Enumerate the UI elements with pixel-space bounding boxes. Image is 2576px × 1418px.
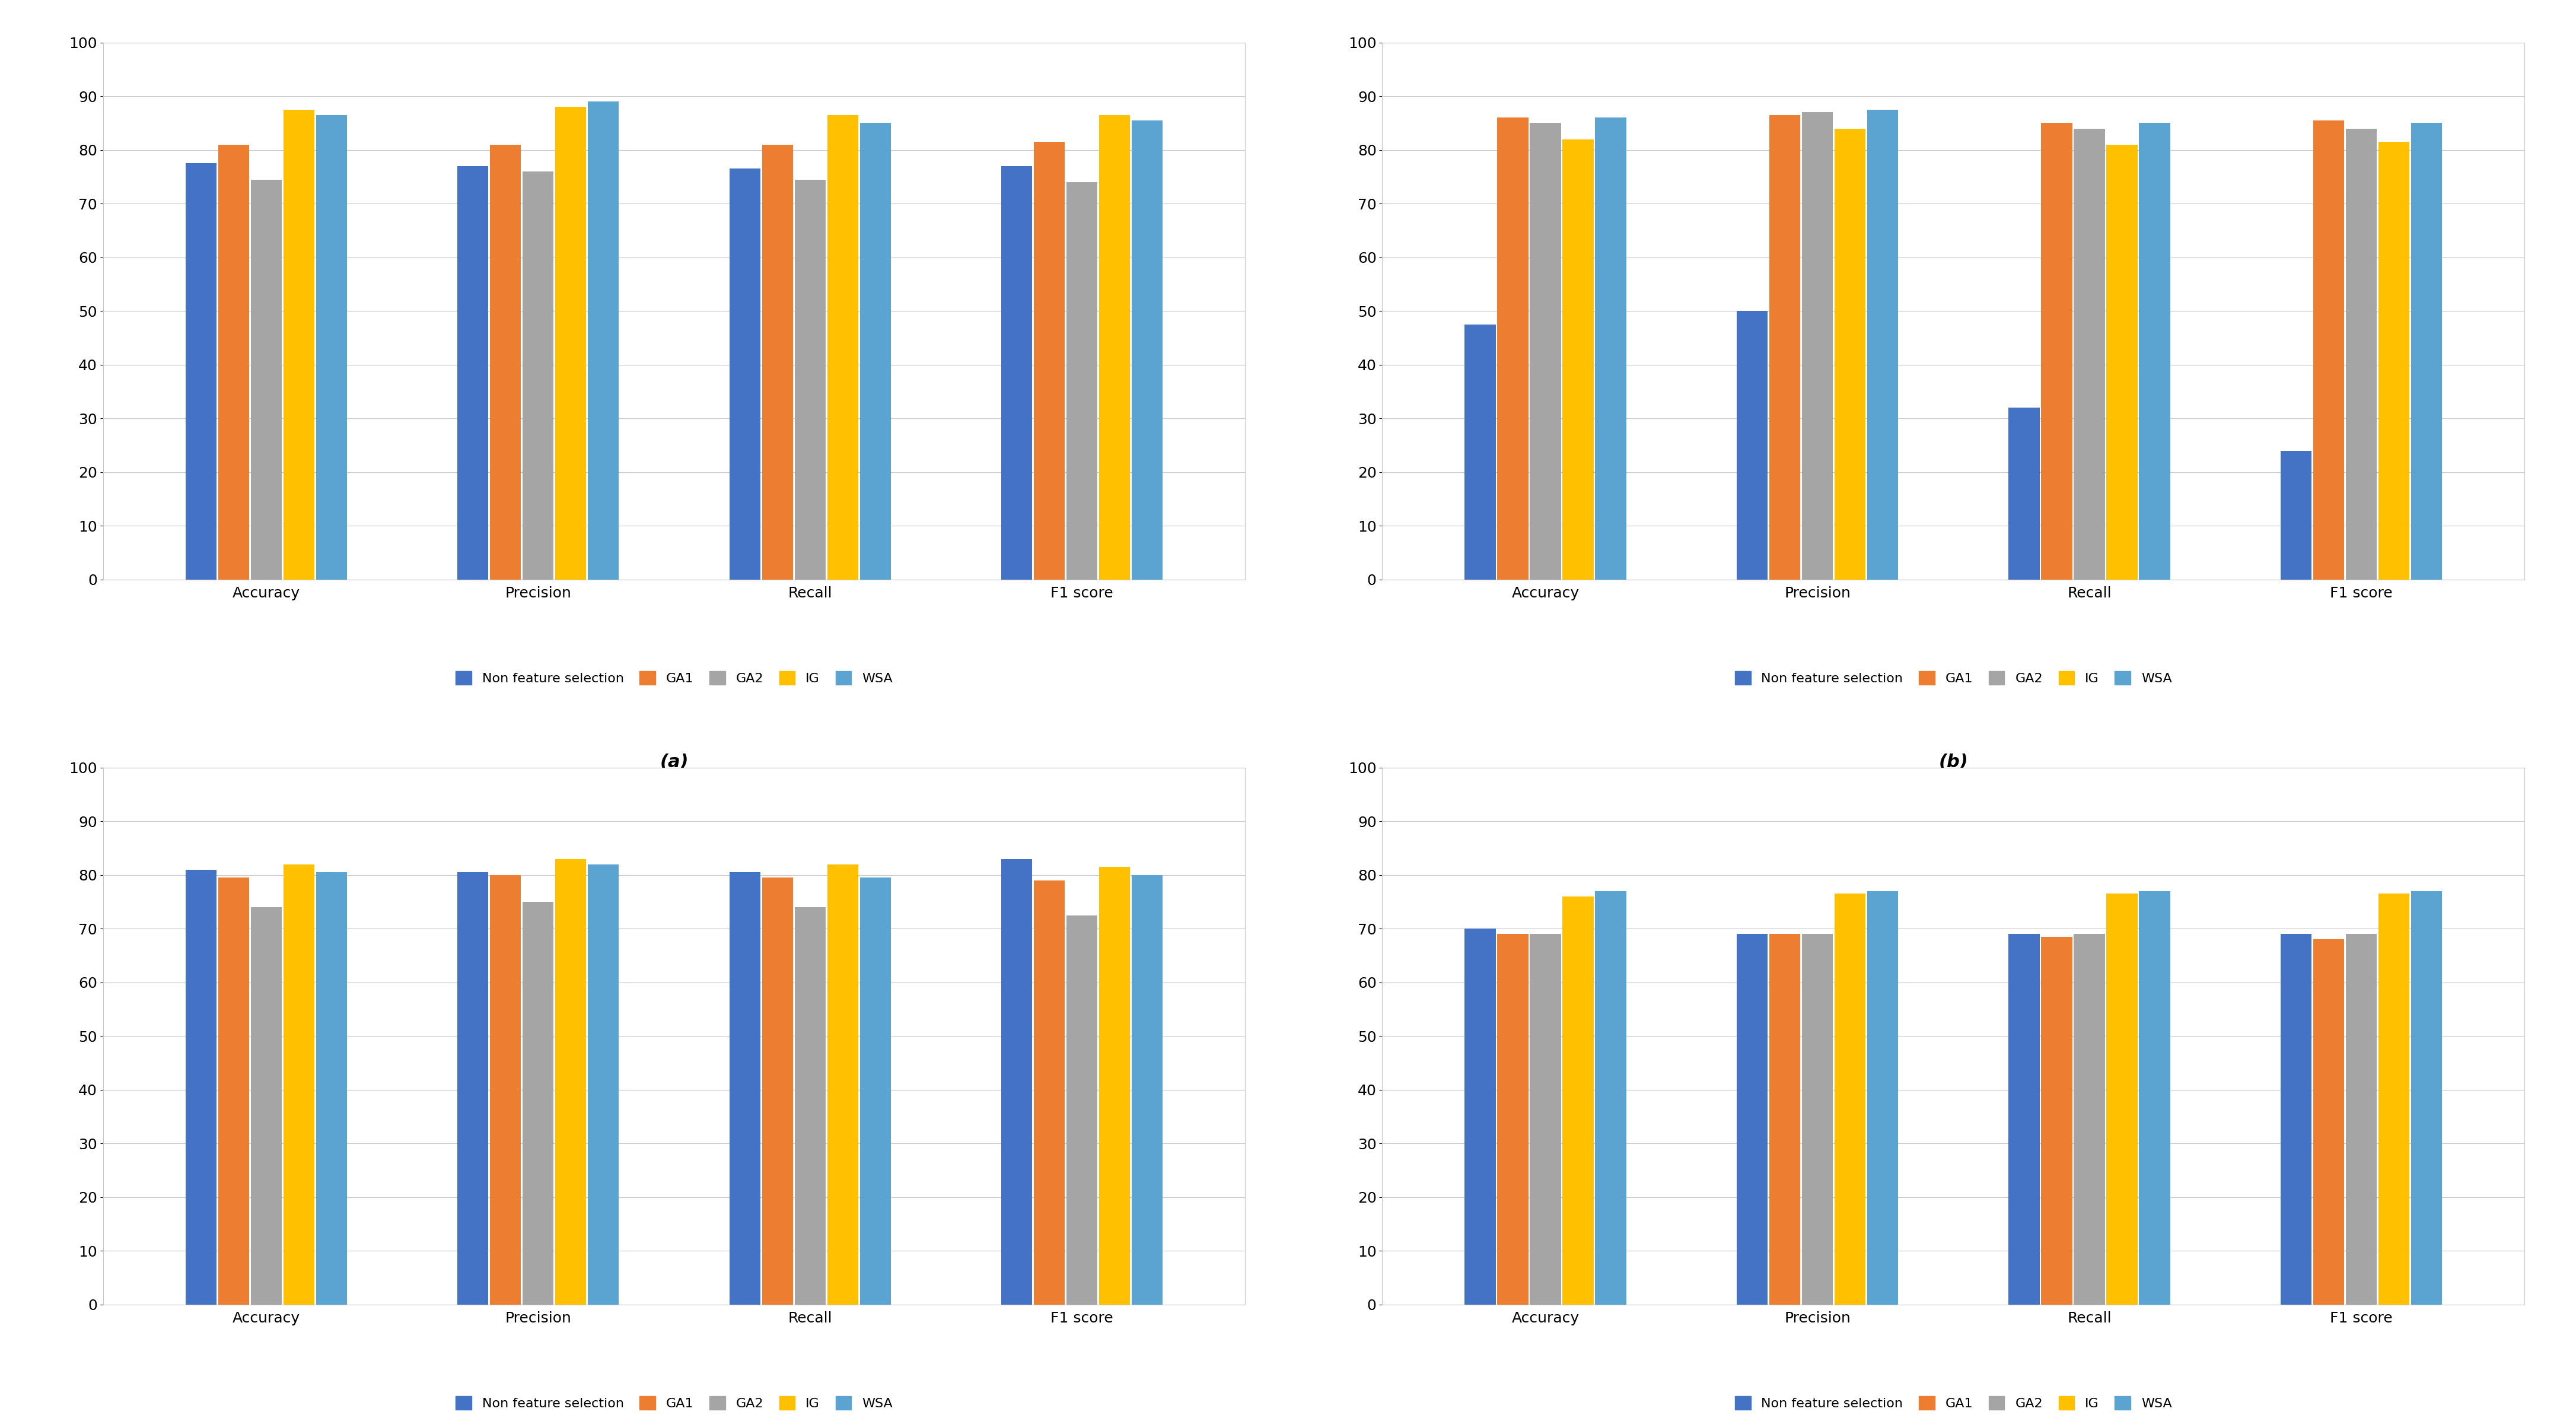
Legend: Non feature selection, GA1, GA2, IG, WSA: Non feature selection, GA1, GA2, IG, WSA: [1728, 665, 2179, 691]
Bar: [2378, 142, 2409, 580]
Bar: [2040, 937, 2071, 1305]
Bar: [185, 869, 216, 1305]
Bar: [219, 878, 250, 1305]
Bar: [2107, 893, 2138, 1305]
Bar: [1834, 893, 1865, 1305]
Bar: [2107, 145, 2138, 580]
Bar: [250, 908, 281, 1305]
Bar: [1033, 142, 1064, 580]
Bar: [1497, 934, 1528, 1305]
Text: (a): (a): [659, 753, 688, 771]
Bar: [2280, 451, 2311, 580]
Bar: [860, 878, 891, 1305]
Bar: [729, 872, 760, 1305]
Bar: [827, 115, 858, 580]
Bar: [1736, 311, 1767, 580]
Bar: [1466, 325, 1497, 580]
Bar: [459, 872, 489, 1305]
Bar: [523, 172, 554, 580]
Bar: [1770, 934, 1801, 1305]
Bar: [2411, 891, 2442, 1305]
Bar: [1497, 118, 1528, 580]
Legend: Non feature selection, GA1, GA2, IG, WSA: Non feature selection, GA1, GA2, IG, WSA: [1728, 1390, 2179, 1417]
Bar: [317, 115, 348, 580]
Bar: [1595, 891, 1625, 1305]
Bar: [1002, 859, 1033, 1305]
Bar: [1131, 875, 1162, 1305]
Bar: [793, 908, 827, 1305]
Bar: [2009, 408, 2040, 580]
Bar: [283, 864, 314, 1305]
Bar: [2313, 939, 2344, 1305]
Bar: [283, 109, 314, 580]
Bar: [1530, 934, 1561, 1305]
Text: (b): (b): [1940, 753, 1968, 771]
Bar: [2138, 891, 2169, 1305]
Bar: [556, 859, 587, 1305]
Bar: [1131, 121, 1162, 580]
Bar: [317, 872, 348, 1305]
Bar: [1530, 123, 1561, 580]
Bar: [2074, 934, 2105, 1305]
Bar: [1770, 115, 1801, 580]
Bar: [2074, 129, 2105, 580]
Bar: [2009, 934, 2040, 1305]
Bar: [2138, 123, 2169, 580]
Bar: [1033, 881, 1064, 1305]
Bar: [1002, 166, 1033, 580]
Bar: [556, 106, 587, 580]
Bar: [2378, 893, 2409, 1305]
Legend: Non feature selection, GA1, GA2, IG, WSA: Non feature selection, GA1, GA2, IG, WSA: [448, 1390, 899, 1417]
Bar: [1066, 915, 1097, 1305]
Bar: [489, 145, 520, 580]
Bar: [1100, 115, 1131, 580]
Bar: [793, 180, 827, 580]
Bar: [2347, 129, 2378, 580]
Bar: [185, 163, 216, 580]
Bar: [1564, 896, 1595, 1305]
Bar: [1466, 929, 1497, 1305]
Bar: [1100, 866, 1131, 1305]
Bar: [459, 166, 489, 580]
Bar: [1868, 891, 1899, 1305]
Bar: [1834, 129, 1865, 580]
Bar: [2347, 934, 2378, 1305]
Bar: [2411, 123, 2442, 580]
Bar: [250, 180, 281, 580]
Bar: [762, 878, 793, 1305]
Bar: [489, 875, 520, 1305]
Bar: [2313, 121, 2344, 580]
Bar: [729, 169, 760, 580]
Bar: [1736, 934, 1767, 1305]
Bar: [587, 102, 618, 580]
Legend: Non feature selection, GA1, GA2, IG, WSA: Non feature selection, GA1, GA2, IG, WSA: [448, 665, 899, 691]
Bar: [762, 145, 793, 580]
Bar: [1801, 934, 1834, 1305]
Bar: [860, 123, 891, 580]
Bar: [827, 864, 858, 1305]
Bar: [1868, 109, 1899, 580]
Bar: [2040, 123, 2071, 580]
Bar: [2280, 934, 2311, 1305]
Bar: [1066, 182, 1097, 580]
Bar: [219, 145, 250, 580]
Bar: [1564, 139, 1595, 580]
Bar: [1595, 118, 1625, 580]
Bar: [523, 902, 554, 1305]
Bar: [587, 864, 618, 1305]
Bar: [1801, 112, 1834, 580]
